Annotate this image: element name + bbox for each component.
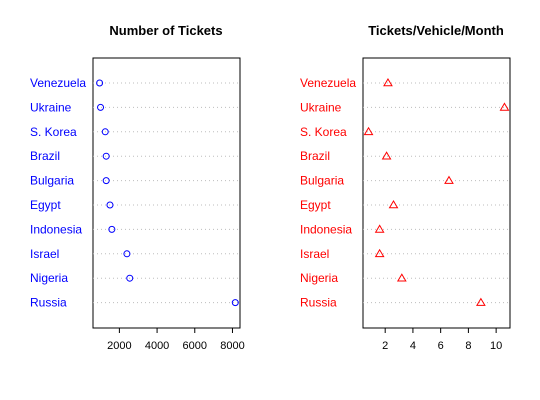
data-point <box>476 297 486 306</box>
data-point <box>108 225 116 233</box>
data-point <box>97 103 105 111</box>
data-point <box>499 102 510 111</box>
x-tick-label: 6000 <box>183 340 207 352</box>
data-point <box>126 274 134 282</box>
category-label: Egypt <box>30 198 61 212</box>
category-label: Indonesia <box>30 222 82 236</box>
x-tick-label: 4 <box>410 340 416 352</box>
data-point <box>101 128 109 136</box>
category-label: Egypt <box>300 198 331 212</box>
data-point <box>102 177 110 185</box>
x-tick-label: 10 <box>490 340 502 352</box>
panel-number-of-tickets: Number of Tickets Venezuela Ukraine S. Kore… <box>30 23 245 352</box>
chart-title: Tickets/Vehicle/Month <box>368 23 504 38</box>
x-tick-label: 2 <box>382 340 388 352</box>
data-point <box>396 273 407 282</box>
x-tick-label: 8000 <box>220 340 244 352</box>
data-point <box>374 224 385 233</box>
data-point <box>374 248 385 258</box>
category-label: Bulgaria <box>300 174 344 188</box>
data-point <box>381 151 392 160</box>
category-label: Indonesia <box>300 222 352 236</box>
category-label: Venezuela <box>300 76 356 90</box>
category-label: Russia <box>30 296 67 310</box>
data-point <box>363 126 374 136</box>
plot-frame <box>92 57 241 329</box>
category-label: Ukraine <box>300 100 342 114</box>
data-point <box>388 200 399 209</box>
category-label: Brazil <box>30 149 60 163</box>
category-label: Brazil <box>300 149 330 163</box>
category-label: Venezuela <box>30 76 86 90</box>
data-point <box>123 250 131 258</box>
data-point <box>383 78 393 87</box>
data-point <box>444 175 454 184</box>
category-label: Israel <box>300 247 329 261</box>
chart-title: Number of Tickets <box>109 23 222 38</box>
category-label: Ukraine <box>30 100 72 114</box>
x-tick-label: 8 <box>465 340 471 352</box>
category-label: Russia <box>300 296 337 310</box>
category-label: Nigeria <box>30 271 68 285</box>
data-point <box>96 79 104 87</box>
category-label: S. Korea <box>300 125 347 139</box>
category-label: Nigeria <box>300 271 338 285</box>
x-tick-label: 4000 <box>145 340 169 352</box>
data-point <box>102 152 110 160</box>
plot-frame <box>362 57 511 329</box>
panel-tickets-per-vehicle-month: Tickets/Vehicle/Month Venezuela Ukraine S. … <box>300 23 511 352</box>
category-label: S. Korea <box>30 125 77 139</box>
category-label: Bulgaria <box>30 174 74 188</box>
x-tick-label: 2000 <box>107 340 131 352</box>
data-point <box>231 299 239 307</box>
category-label: Israel <box>30 247 59 261</box>
x-tick-label: 6 <box>438 340 444 352</box>
data-point <box>106 201 114 209</box>
